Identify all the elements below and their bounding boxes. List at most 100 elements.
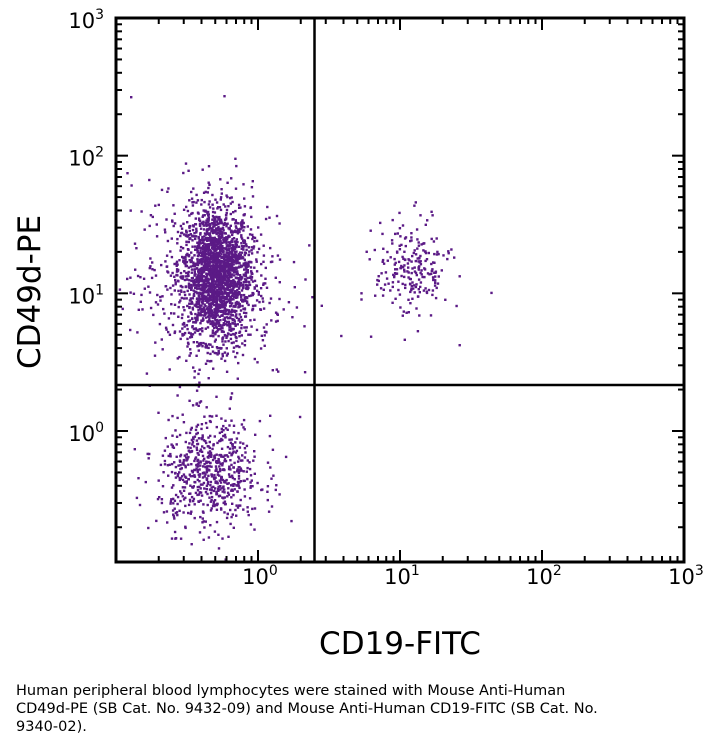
- data-point: [204, 253, 208, 256]
- data-point: [199, 461, 202, 464]
- data-point: [232, 211, 235, 214]
- data-point: [230, 329, 233, 332]
- data-point: [209, 283, 213, 286]
- data-point: [201, 307, 205, 311]
- data-point: [170, 443, 173, 446]
- data-point: [206, 279, 210, 283]
- data-point: [211, 447, 214, 451]
- data-point: [213, 308, 216, 311]
- data-point: [204, 520, 207, 523]
- data-point: [227, 283, 231, 286]
- data-point: [405, 311, 408, 314]
- data-point: [189, 332, 192, 335]
- data-point: [190, 450, 193, 453]
- data-point: [212, 489, 216, 493]
- data-point: [223, 289, 226, 293]
- data-point: [419, 271, 422, 275]
- data-point: [205, 295, 208, 298]
- data-point: [222, 239, 226, 242]
- data-point: [235, 437, 239, 440]
- data-point: [250, 276, 254, 279]
- data-point: [259, 308, 262, 311]
- data-point: [229, 333, 233, 336]
- data-point: [398, 248, 402, 251]
- data-point: [219, 220, 222, 223]
- data-point: [244, 329, 248, 332]
- data-point: [188, 302, 191, 305]
- data-point: [242, 442, 245, 445]
- data-point: [232, 431, 236, 434]
- data-point: [394, 232, 397, 236]
- data-point: [241, 342, 244, 345]
- data-point: [199, 487, 202, 490]
- data-point: [216, 473, 219, 476]
- data-point: [233, 483, 236, 486]
- data-point: [171, 414, 174, 418]
- data-point: [240, 294, 243, 297]
- data-point: [210, 489, 213, 492]
- data-point: [236, 230, 239, 234]
- data-point: [403, 270, 406, 273]
- data-point: [201, 476, 205, 479]
- data-point: [215, 276, 218, 279]
- data-point: [189, 259, 193, 263]
- data-point: [178, 301, 181, 304]
- data-point: [434, 279, 437, 282]
- data-point: [187, 240, 190, 244]
- data-point: [184, 456, 188, 459]
- data-point: [189, 475, 192, 478]
- data-point: [216, 285, 219, 288]
- data-point: [431, 289, 435, 292]
- data-point: [208, 450, 212, 453]
- data-point: [182, 511, 185, 514]
- data-point: [197, 385, 201, 388]
- data-point: [185, 229, 188, 232]
- data-point: [208, 302, 211, 305]
- data-point: [222, 229, 225, 232]
- data-point: [198, 401, 201, 404]
- data-point: [204, 190, 207, 194]
- data-point: [231, 502, 234, 505]
- data-point: [215, 272, 218, 275]
- data-point: [202, 191, 206, 194]
- data-point: [196, 280, 199, 283]
- data-point: [204, 256, 207, 259]
- data-point: [197, 473, 200, 476]
- data-point: [259, 287, 263, 290]
- data-point: [245, 300, 249, 303]
- data-point: [216, 257, 219, 261]
- data-point: [233, 488, 236, 491]
- data-point: [135, 496, 139, 500]
- data-point: [201, 345, 204, 348]
- data-point: [228, 407, 231, 410]
- data-point: [210, 453, 213, 457]
- data-point: [204, 311, 207, 315]
- data-point: [360, 292, 363, 295]
- data-point: [208, 446, 211, 450]
- data-point: [203, 214, 206, 217]
- data-point: [207, 314, 211, 317]
- data-point: [230, 246, 233, 250]
- data-point: [407, 271, 410, 274]
- data-point: [221, 330, 224, 333]
- data-point: [173, 275, 176, 278]
- data-point: [241, 239, 245, 243]
- data-point: [205, 460, 208, 463]
- data-point: [209, 480, 213, 484]
- data-point: [435, 286, 438, 290]
- data-point: [222, 295, 225, 298]
- data-point: [203, 267, 206, 270]
- data-point: [218, 242, 221, 245]
- data-point: [181, 478, 185, 482]
- data-point: [422, 249, 425, 252]
- data-point: [376, 283, 379, 286]
- data-point: [248, 250, 251, 253]
- data-point: [198, 270, 201, 273]
- data-point: [169, 286, 172, 290]
- data-point: [233, 260, 236, 264]
- data-point: [303, 371, 307, 374]
- data-point: [208, 183, 211, 186]
- data-point: [187, 511, 190, 515]
- data-point: [236, 257, 239, 260]
- data-point: [216, 270, 219, 273]
